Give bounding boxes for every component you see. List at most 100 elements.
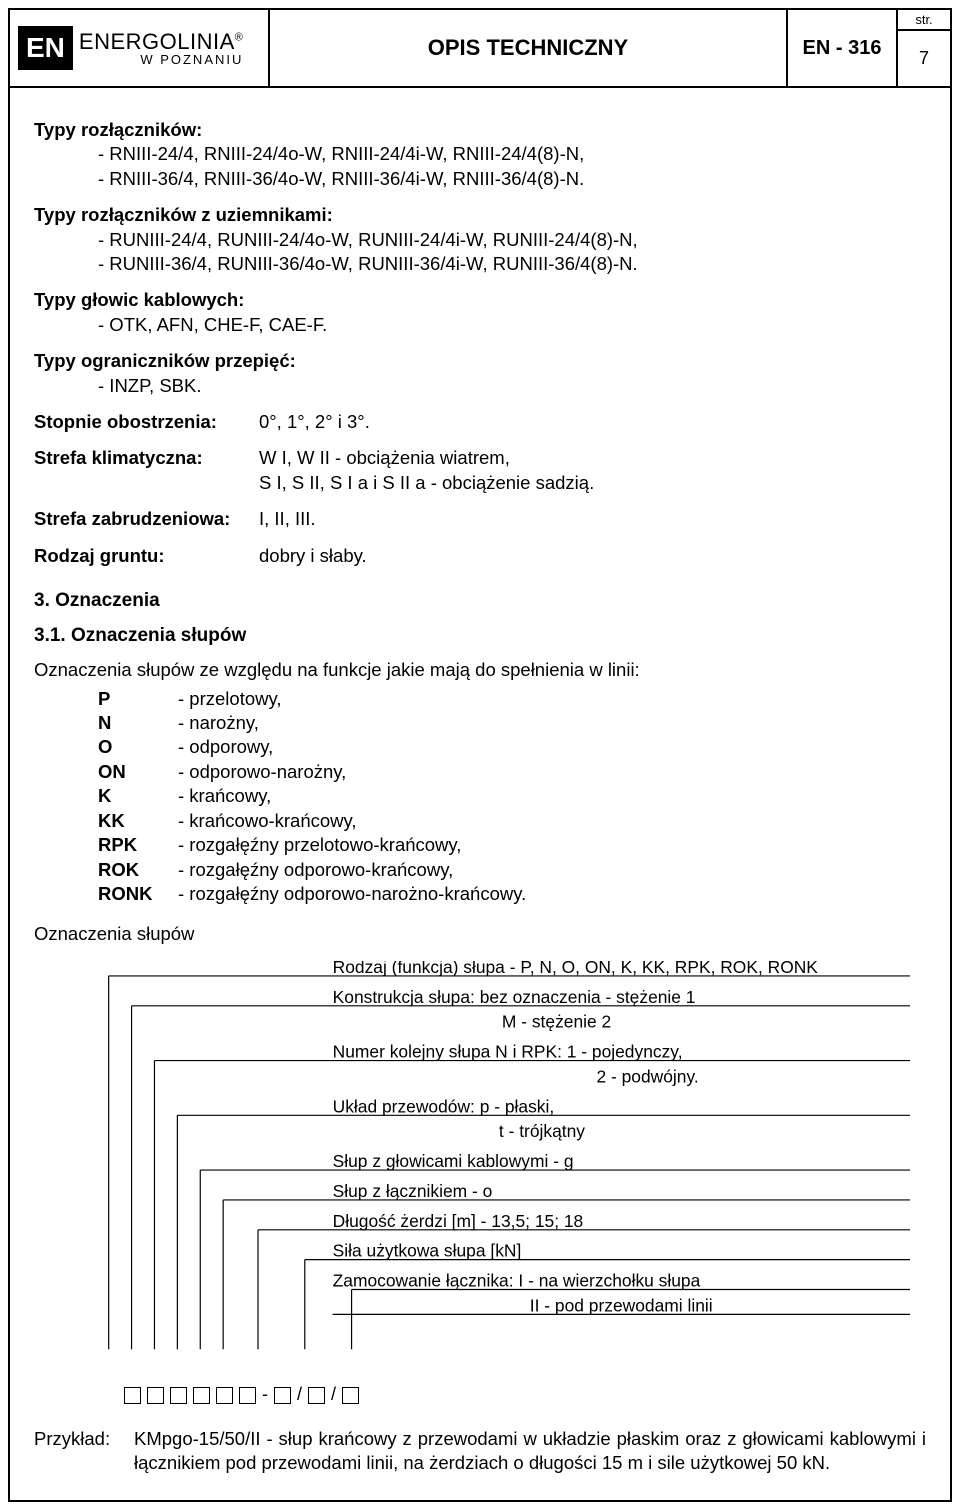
oznaczenia-intro: Oznaczenia słupów ze względu na funkcje … [34,658,926,682]
list-item: - RNIII-36/4, RNIII-36/4o-W, RNIII-36/4i… [98,167,926,191]
code-list: P- przelotowy, N- narożny, O- odporowy, … [98,687,926,907]
page-label: str. [898,10,950,31]
company-name: ENERGOLINIA® W POZNANIU [79,30,243,67]
heading-3: 3. Oznaczenia [34,588,926,613]
separator: / [331,1383,336,1407]
code-row: ON- odporowo-narożny, [98,760,926,784]
code-row: N- narożny, [98,711,926,735]
code-key: O [98,735,178,759]
list-item: - RUNIII-24/4, RUNIII-24/4o-W, RUNIII-24… [98,228,926,252]
document-body: Typy rozłączników: - RNIII-24/4, RNIII-2… [10,88,950,1500]
list-item: - OTK, AFN, CHE-F, CAE-F. [98,313,926,337]
example-text: KMpgo-15/50/II - słup krańcowy z przewod… [134,1427,926,1476]
kv-label: Rodzaj gruntu: [34,544,259,568]
page-number: 7 [898,31,950,86]
diag-text: Słup z głowicami kablowymi - g [333,1151,574,1171]
code-key: ROK [98,858,178,882]
list-item: - RUNIII-36/4, RUNIII-36/4o-W, RUNIII-36… [98,252,926,276]
ladder-svg: Rodzaj (funkcja) słupa - P, N, O, ON, K,… [34,961,926,1359]
oznaczenia-subhead: Oznaczenia słupów [34,922,926,946]
registered-mark: ® [235,31,244,43]
code-row: O- odporowy, [98,735,926,759]
kv-stopnie: Stopnie obostrzenia: 0°, 1°, 2° i 3°. [34,410,926,434]
diag-text: Układ przewodów: p - płaski, [333,1096,555,1116]
diag-text: Numer kolejny słupa N i RPK: 1 - pojedyn… [333,1041,683,1061]
code-val: - odporowo-narożny, [178,760,346,784]
section-typy-rozlacznikow-title: Typy rozłączników: [34,118,926,142]
code-row: KK- krańcowo-krańcowy, [98,809,926,833]
typy-rozlacznikow-list: - RNIII-24/4, RNIII-24/4o-W, RNIII-24/4i… [98,142,926,191]
code-val: - rozgałęźny odporowo-narożno-krańcowy. [178,882,526,906]
section-typy-ogranicznikow-title: Typy ograniczników przepięć: [34,349,926,373]
example-block: Przykład: KMpgo-15/50/II - słup krańcowy… [34,1427,926,1476]
code-key: RONK [98,882,178,906]
code-row: ROK- rozgałęźny odporowo-krańcowy, [98,858,926,882]
placeholder-box [170,1387,187,1404]
diag-text: Długość żerdzi [m] - 13,5; 15; 18 [333,1211,584,1231]
kv-label: Strefa klimatyczna: [34,446,259,495]
heading-3-1: 3.1. Oznaczenia słupów [34,623,926,648]
placeholder-box [216,1387,233,1404]
code-row: RPK- rozgałęźny przelotowo-krańcowy, [98,833,926,857]
kv-value: W I, W II - obciążenia wiatrem, S I, S I… [259,446,594,495]
placeholder-box [342,1387,359,1404]
code-val: - rozgałęźny przelotowo-krańcowy, [178,833,461,857]
page-indicator: str. 7 [898,10,950,86]
code-key: K [98,784,178,808]
code-val: - narożny, [178,711,259,735]
kv-value: dobry i słaby. [259,544,367,568]
placeholder-box [147,1387,164,1404]
code-val: - krańcowo-krańcowy, [178,809,357,833]
diag-text: 2 - podwójny. [596,1066,698,1086]
kv-strefa-zabr: Strefa zabrudzeniowa: I, II, III. [34,507,926,531]
code-val: - przelotowy, [178,687,282,711]
section-typy-rozlacznikow-uziem-title: Typy rozłączników z uziemnikami: [34,203,926,227]
code-key: ON [98,760,178,784]
diag-text: M - stężenie 2 [502,1011,611,1031]
company-main: ENERGOLINIA® [79,30,243,53]
typy-glowic-list: - OTK, AFN, CHE-F, CAE-F. [98,313,926,337]
placeholder-box [274,1387,291,1404]
placeholder-box [308,1387,325,1404]
diag-text: t - trójkątny [499,1121,585,1141]
kv-label: Stopnie obostrzenia: [34,410,259,434]
box-pattern: - / / [124,1383,926,1407]
separator: - [262,1383,268,1407]
document-page: EN ENERGOLINIA® W POZNANIU OPIS TECHNICZ… [8,8,952,1502]
code-row: K- krańcowy, [98,784,926,808]
kv-value-line: W I, W II - obciążenia wiatrem, [259,446,594,470]
section-typy-glowic-title: Typy głowic kablowych: [34,288,926,312]
code-row: RONK- rozgałęźny odporowo-narożno-krańco… [98,882,926,906]
kv-value-line: S I, S II, S I a i S II a - obciążenie s… [259,471,594,495]
code-key: P [98,687,178,711]
en-badge: EN [18,26,73,70]
diag-text: Siła użytkowa słupa [kN] [333,1240,522,1260]
kv-rodzaj-gruntu: Rodzaj gruntu: dobry i słaby. [34,544,926,568]
code-key: KK [98,809,178,833]
diag-text: Konstrukcja słupa: bez oznaczenia - stęż… [333,987,696,1007]
placeholder-box [124,1387,141,1404]
example-label: Przykład: [34,1427,134,1476]
diag-text: Rodzaj (funkcja) słupa - P, N, O, ON, K,… [333,961,819,977]
code-key: RPK [98,833,178,857]
kv-strefa-klim: Strefa klimatyczna: W I, W II - obciążen… [34,446,926,495]
typy-rozlacznikow-uziem-list: - RUNIII-24/4, RUNIII-24/4o-W, RUNIII-24… [98,228,926,277]
designation-diagram: Rodzaj (funkcja) słupa - P, N, O, ON, K,… [34,961,926,1407]
company-main-text: ENERGOLINIA [79,29,235,54]
kv-label: Strefa zabrudzeniowa: [34,507,259,531]
header: EN ENERGOLINIA® W POZNANIU OPIS TECHNICZ… [10,10,950,88]
placeholder-box [193,1387,210,1404]
code-val: - krańcowy, [178,784,271,808]
list-item: - RNIII-24/4, RNIII-24/4o-W, RNIII-24/4i… [98,142,926,166]
document-code: EN - 316 [788,10,898,86]
diag-text: Słup z łącznikiem - o [333,1181,493,1201]
list-item: - INZP, SBK. [98,374,926,398]
header-logo-block: EN ENERGOLINIA® W POZNANIU [10,10,270,86]
placeholder-box [239,1387,256,1404]
code-row: P- przelotowy, [98,687,926,711]
kv-value: 0°, 1°, 2° i 3°. [259,410,370,434]
separator: / [297,1383,302,1407]
diag-text: II - pod przewodami linii [530,1295,713,1315]
kv-value: I, II, III. [259,507,316,531]
code-val: - rozgałęźny odporowo-krańcowy, [178,858,453,882]
